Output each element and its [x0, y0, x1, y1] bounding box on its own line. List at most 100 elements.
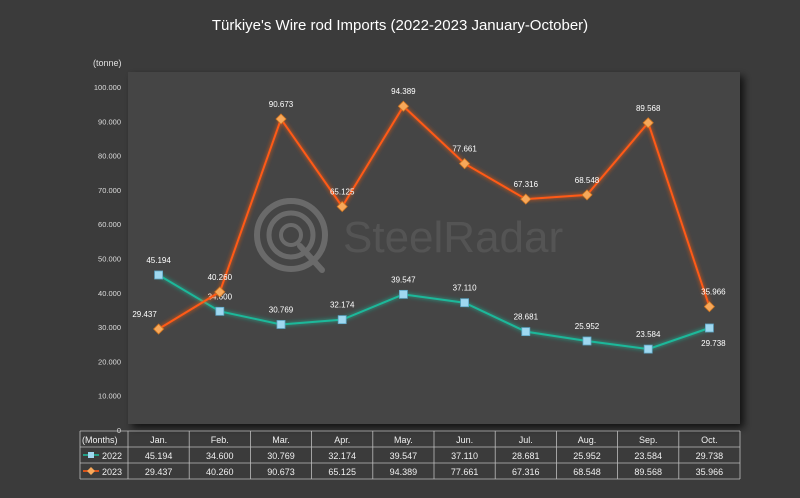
- legend-entry-2022: 2022: [83, 451, 122, 461]
- data-point-2022: [154, 270, 164, 280]
- series-layer: 45.19434.60030.76932.17439.54737.11028.6…: [132, 87, 726, 354]
- table-cell: 94.389: [390, 467, 418, 477]
- table-cell: 34.600: [206, 451, 234, 461]
- y-tick-label: 30.000: [98, 323, 121, 332]
- data-label-2022: 30.769: [269, 305, 294, 314]
- y-tick-label: 40.000: [98, 289, 121, 298]
- data-point-2023: [153, 323, 165, 335]
- table-cell: 40.260: [206, 467, 234, 477]
- data-label-2023: 77.661: [452, 145, 477, 154]
- table-month-header: Aug.: [578, 435, 597, 445]
- table-month-header: Apr.: [334, 435, 350, 445]
- legend-entry-2023: 2023: [83, 467, 122, 477]
- data-label-2022: 25.952: [575, 322, 600, 331]
- table-month-header: Oct.: [701, 435, 718, 445]
- data-label-2022: 39.547: [391, 275, 416, 284]
- table-cell: 45.194: [145, 451, 173, 461]
- y-tick-label: 80.000: [98, 152, 121, 161]
- data-point-2022: [398, 289, 408, 299]
- table-cell: 39.547: [390, 451, 418, 461]
- data-point-2023: [642, 117, 654, 129]
- data-label-2023: 90.673: [269, 100, 294, 109]
- table-cell: 77.661: [451, 467, 479, 477]
- table-cell: 28.681: [512, 451, 540, 461]
- data-label-2022: 28.681: [514, 313, 539, 322]
- y-tick-label: 50.000: [98, 255, 121, 264]
- table-cell: 29.437: [145, 467, 173, 477]
- table-cell: 35.966: [696, 467, 724, 477]
- data-point-2023: [459, 158, 471, 170]
- data-label-2023: 29.437: [132, 310, 157, 319]
- y-tick-label: 100.000: [94, 83, 121, 92]
- table-month-header: Jan.: [150, 435, 167, 445]
- table-cell: 90.673: [267, 467, 295, 477]
- table-header-label: (Months): [82, 435, 118, 445]
- data-point-2022: [521, 327, 531, 337]
- data-point-2023: [336, 201, 348, 213]
- data-point-2023: [581, 189, 593, 201]
- data-label-2023: 65.125: [330, 188, 355, 197]
- watermark: SteelRadar: [254, 198, 563, 273]
- watermark-text: SteelRadar: [343, 213, 563, 262]
- table-cell: 67.316: [512, 467, 540, 477]
- data-label-2022: 29.738: [701, 339, 726, 348]
- table-month-header: Jun.: [456, 435, 473, 445]
- data-point-2022: [215, 306, 225, 316]
- y-tick-label: 10.000: [98, 392, 121, 401]
- data-label-2023: 94.389: [391, 87, 416, 96]
- data-point-2022: [276, 320, 286, 329]
- y-tick-label: 0: [117, 426, 121, 435]
- plot-area: [128, 72, 740, 424]
- legend-label: 2023: [102, 467, 122, 477]
- series-2022: 45.19434.60030.76932.17439.54737.11028.6…: [146, 256, 726, 354]
- table-cell: 23.584: [634, 451, 662, 461]
- series-line-2022: [158, 274, 710, 351]
- data-table: (Months) Jan. Feb. Mar. Apr. May. Jun. Jul. Aug.…: [79, 430, 741, 480]
- table-month-header: Jul.: [519, 435, 533, 445]
- legend-label: 2022: [102, 451, 122, 461]
- table-cell: 68.548: [573, 467, 601, 477]
- data-point-2022: [337, 315, 347, 325]
- data-label-2023: 35.966: [701, 288, 726, 297]
- y-tick-label: 90.000: [98, 117, 121, 126]
- y-tick-label: 70.000: [98, 186, 121, 195]
- data-label-2023: 89.568: [636, 104, 661, 113]
- y-axis-ticks: 0 10.000 20.000 30.000 40.000 50.000 60.000 70.…: [94, 83, 121, 435]
- y-axis-unit: (tonne): [93, 58, 122, 68]
- table-cell: 37.110: [451, 451, 478, 461]
- data-point-2023: [397, 100, 409, 112]
- table-month-header: Mar.: [272, 435, 290, 445]
- watermark-logo-icon: [254, 198, 328, 273]
- data-point-2022: [643, 344, 653, 354]
- data-point-2022: [705, 323, 714, 333]
- table-cell: 29.738: [696, 451, 724, 461]
- data-point-2023: [520, 193, 532, 205]
- table-month-header: Sep.: [639, 435, 658, 445]
- data-label-2023: 68.548: [575, 176, 600, 185]
- data-label-2022: 23.584: [636, 330, 661, 339]
- table-month-header: May.: [394, 435, 413, 445]
- legend-marker: [87, 467, 95, 475]
- table-cell: 65.125: [328, 467, 356, 477]
- table-cell: 89.568: [634, 467, 662, 477]
- data-label-2023: 67.316: [514, 180, 539, 189]
- table-cell: 30.769: [267, 451, 295, 461]
- data-point-2023: [703, 301, 715, 313]
- series-2023: 29.437 40.260 90.673 65.125 94.389 77.661 67.3…: [132, 87, 726, 335]
- y-tick-label: 60.000: [98, 220, 121, 229]
- data-point-2022: [582, 336, 592, 346]
- chart-title: Türkiye's Wire rod Imports (2022-2023 Ja…: [212, 17, 588, 34]
- table-cell: 25.952: [573, 451, 601, 461]
- series-line-2023: [158, 104, 711, 330]
- data-point-2022: [460, 298, 470, 308]
- table-month-header: Feb.: [211, 435, 229, 445]
- data-point-2023: [214, 286, 226, 298]
- data-label-2022: 37.110: [453, 284, 477, 293]
- y-tick-label: 20.000: [98, 357, 121, 366]
- data-label-2022: 32.174: [330, 301, 355, 310]
- data-label-2023: 40.260: [208, 273, 233, 282]
- data-label-2022: 45.194: [146, 256, 171, 265]
- table-cell: 32.174: [328, 451, 356, 461]
